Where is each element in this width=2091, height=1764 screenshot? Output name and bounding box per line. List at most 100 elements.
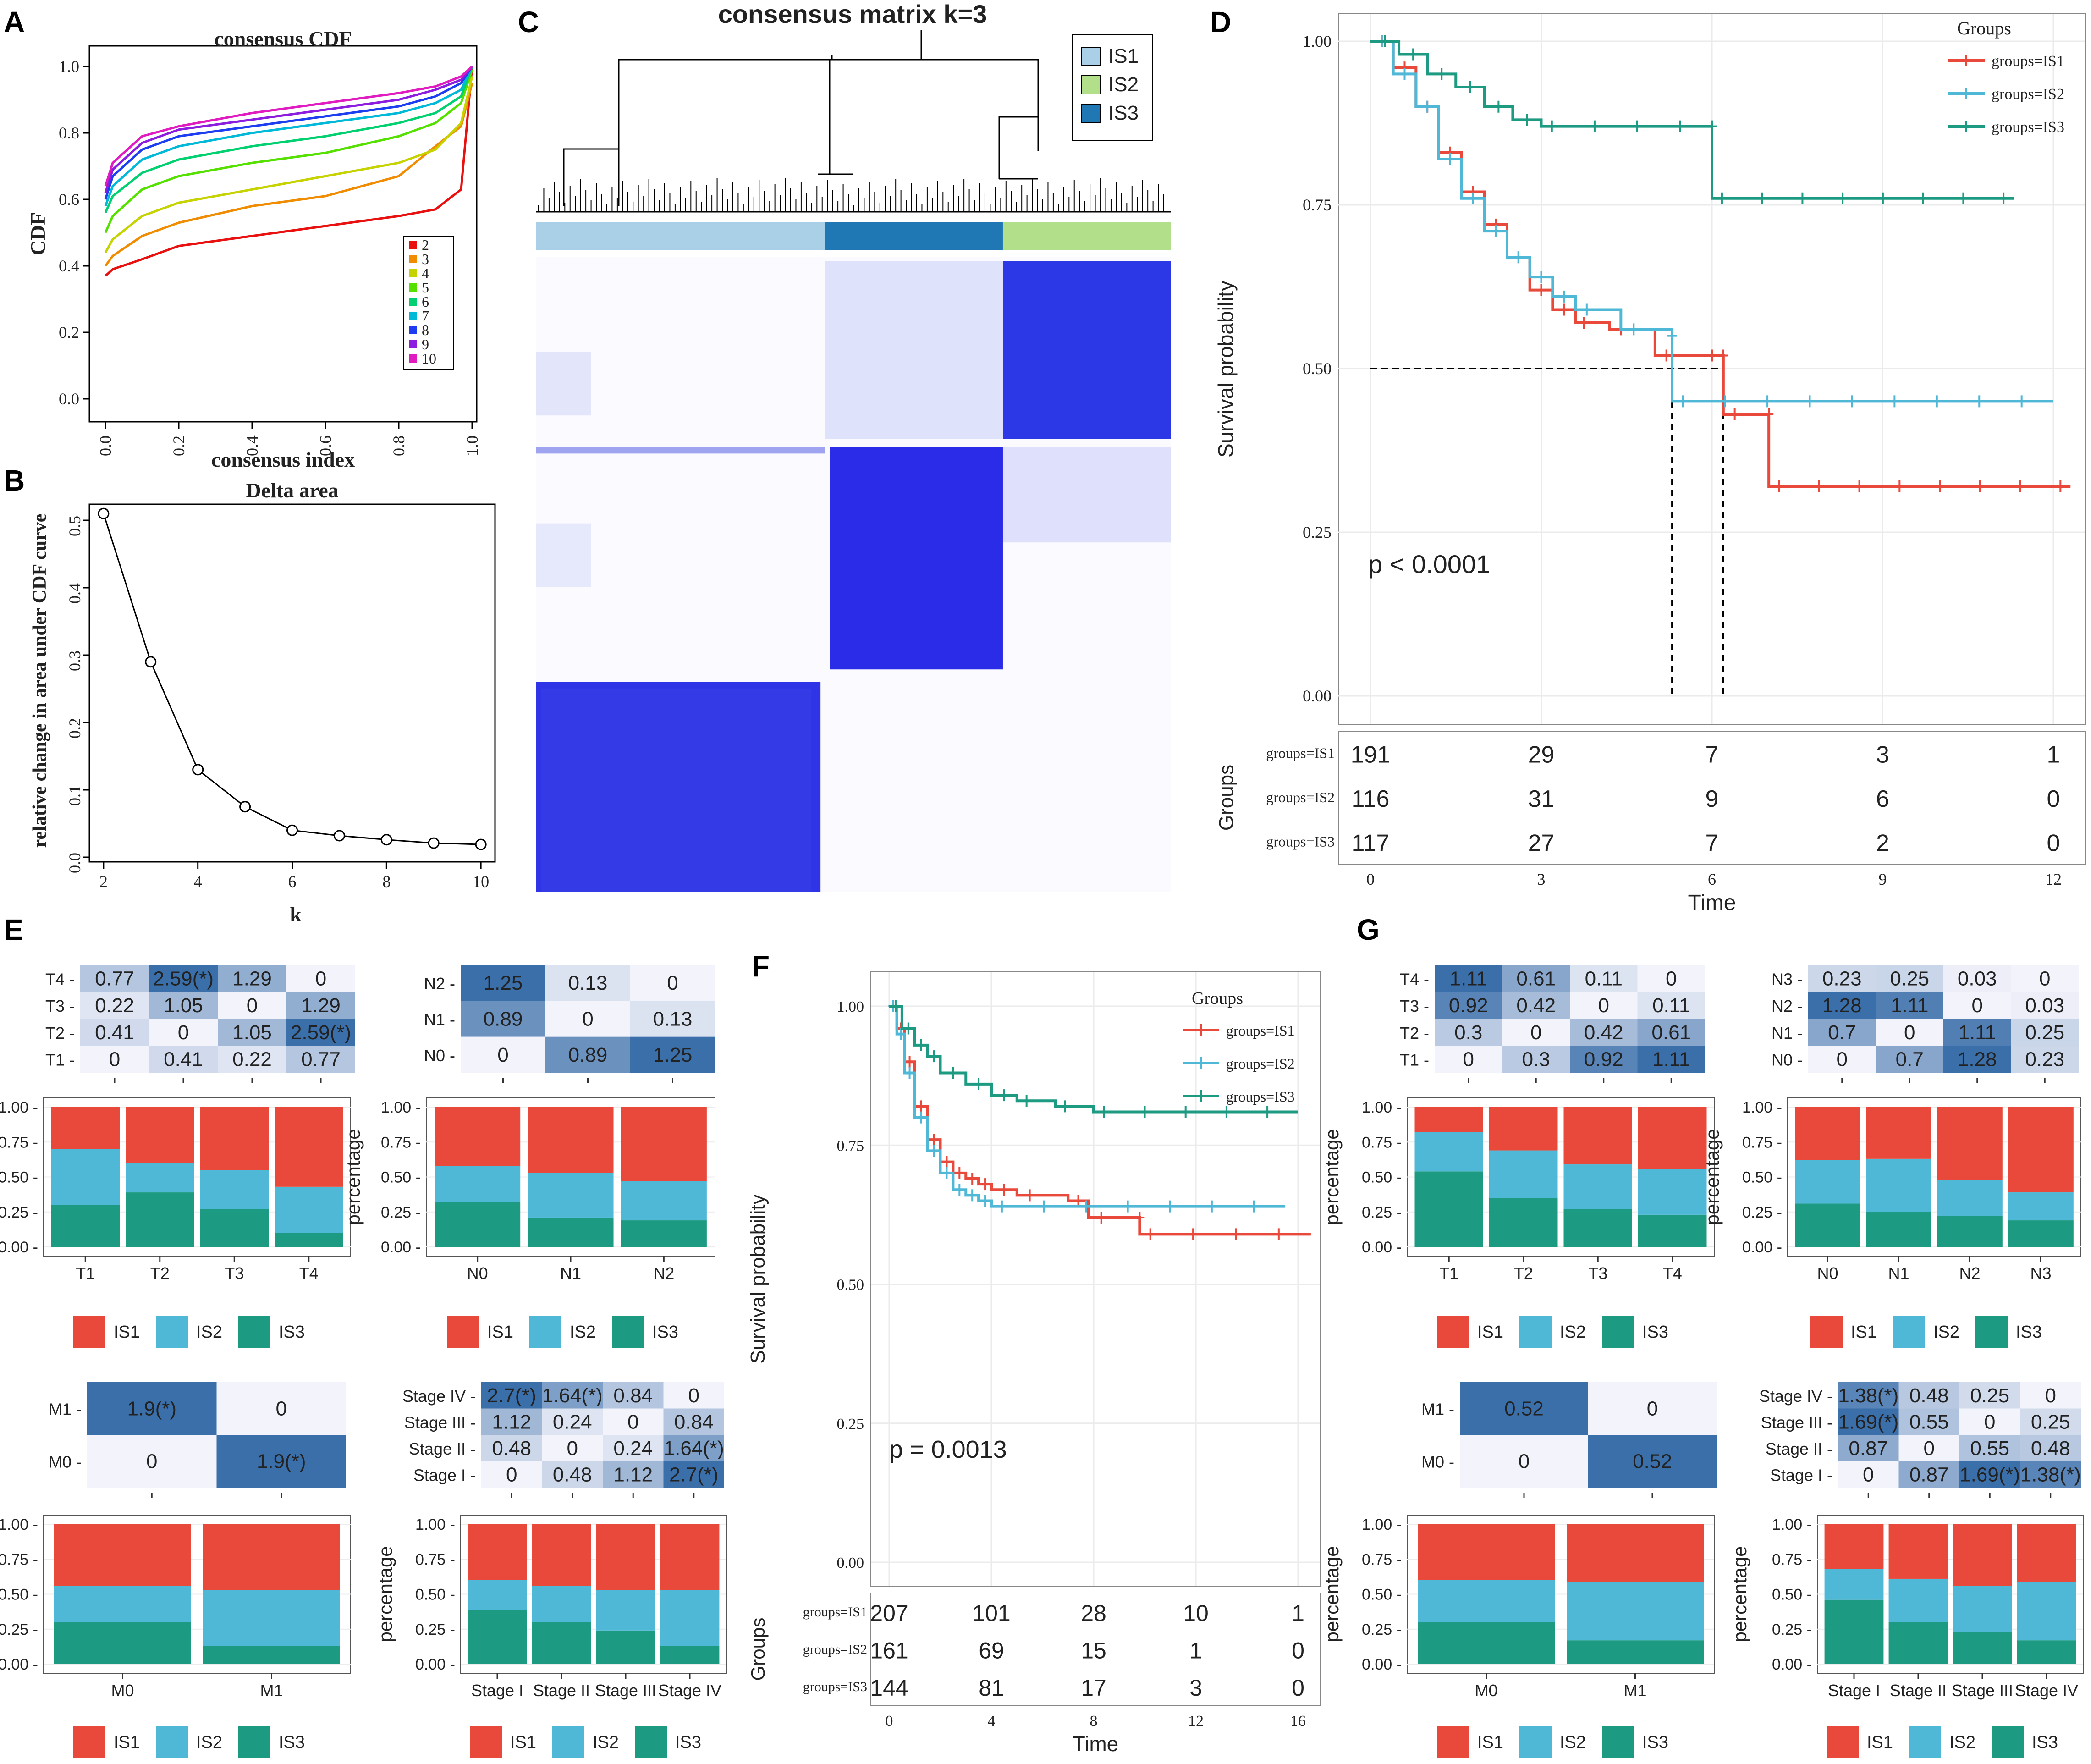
legend-swatch-IS3 xyxy=(1602,1726,1634,1758)
legend-label-IS2: IS2 xyxy=(1108,73,1139,96)
bar-segment-IS1 xyxy=(1567,1524,1704,1582)
bar-segment-IS3 xyxy=(1866,1212,1931,1247)
bar-segment-IS2 xyxy=(596,1590,655,1630)
risk-count: 3 xyxy=(1189,1675,1202,1701)
bar-x-tick-label: Stage II xyxy=(533,1681,590,1700)
bar-y-tick-label: 1.00 - xyxy=(0,1099,38,1116)
heatmap-cell-value: 0 xyxy=(1863,1463,1874,1486)
bar-y-tick-label: 0.00 - xyxy=(381,1239,421,1256)
legend-label-10: 10 xyxy=(422,350,436,367)
bar-y-axis-label: percentage xyxy=(374,1546,396,1642)
figure: A B C D E F G consensus CDFconsensus ind… xyxy=(0,0,2091,1764)
heatmap-row-label: T2 - xyxy=(1400,1024,1429,1042)
x-tick-label: 0.8 xyxy=(390,435,408,456)
legend-swatch-IS1 xyxy=(470,1726,502,1758)
y-tick-label: 0.1 xyxy=(66,785,84,806)
panel-label-a: A xyxy=(4,6,25,39)
bar-segment-IS3 xyxy=(468,1610,527,1664)
bar-x-tick-label: N0 xyxy=(467,1264,488,1283)
legend-label-IS1: IS1 xyxy=(114,1733,140,1752)
block-edge xyxy=(536,447,825,454)
risk-count: 69 xyxy=(979,1638,1004,1664)
bar-y-tick-label: 1.00 - xyxy=(0,1516,38,1533)
bar-segment-IS1 xyxy=(1866,1107,1931,1159)
heatmap-cell-value: 1.25 xyxy=(653,1044,693,1066)
bar-segment-IS3 xyxy=(1953,1632,2012,1664)
heatmap-cell-value: 1.11 xyxy=(1891,994,1928,1017)
bar-segment-IS3 xyxy=(1889,1622,1948,1665)
heatmap-cell-value: 0.61 xyxy=(1651,1021,1691,1044)
heatmap-cell-value: 1.69(*) xyxy=(1959,1463,2020,1486)
legend-swatch-IS2 xyxy=(1519,1726,1552,1758)
panel-label-d: D xyxy=(1210,6,1231,39)
y-tick-label: 0.3 xyxy=(66,650,84,671)
heatmap-cell-value: 0.48 xyxy=(1909,1384,1949,1407)
block-is3 xyxy=(830,447,1003,670)
y-axis-label: relative change in area under CDF curve xyxy=(29,514,50,848)
risk-count: 27 xyxy=(1528,830,1555,857)
bar-y-tick-label: 0.00 - xyxy=(1362,1239,1402,1256)
bar-segment-IS1 xyxy=(2017,1524,2076,1582)
heatmap-cell-value: 0.25 xyxy=(2025,1021,2064,1044)
legend-swatch-IS2 xyxy=(1519,1316,1552,1348)
risk-row-label: groups=IS1 xyxy=(1266,744,1335,761)
x-axis-label: Time xyxy=(1073,1732,1119,1756)
consensus-matrix-heatmap: consensus matrix k=3IS1IS2IS3 xyxy=(536,0,1171,892)
heatmap-cell-value: 0.11 xyxy=(1652,994,1690,1017)
bar-segment-IS1 xyxy=(275,1107,343,1187)
bar-y-axis-label: percentage xyxy=(1321,1129,1343,1225)
bar-x-tick-label: T2 xyxy=(150,1264,170,1283)
chart-title: consensus matrix k=3 xyxy=(718,0,987,28)
bar-segment-IS1 xyxy=(126,1107,194,1163)
y-tick-label: 0.25 xyxy=(1303,523,1332,541)
delta-line xyxy=(104,513,481,844)
legend-label-IS1: IS1 xyxy=(1477,1323,1503,1342)
bar-y-tick-label: 1.00 - xyxy=(1772,1516,1812,1533)
legend-label-groups=IS1: groups=IS1 xyxy=(1226,1022,1295,1039)
heatmap-cell-value: 0.03 xyxy=(2025,994,2064,1017)
heatmap-cell-value: 0.92 xyxy=(1449,994,1488,1017)
x-tick-label: 12 xyxy=(2045,870,2062,888)
heatmap-cell-value: 0.42 xyxy=(1584,1021,1623,1044)
legend-label-IS3: IS3 xyxy=(675,1733,701,1752)
bar-segment-IS2 xyxy=(2017,1582,2076,1640)
bar-y-tick-label: 0.50 - xyxy=(0,1169,38,1186)
x-tick-label: 1.0 xyxy=(463,435,481,456)
bar-segment-IS3 xyxy=(435,1202,520,1247)
heatmap-cell-value: 0 xyxy=(1666,967,1677,990)
legend-swatch-10 xyxy=(409,354,417,363)
bar-segment-IS2 xyxy=(54,1586,191,1622)
heatmap-cell-value: 0.22 xyxy=(232,1048,272,1071)
bar-segment-IS3 xyxy=(1567,1640,1704,1664)
block-faint xyxy=(536,352,591,416)
bar-y-tick-label: 0.25 - xyxy=(0,1621,38,1638)
heatmap-cell-value: 0 xyxy=(247,994,258,1017)
risk-count: 144 xyxy=(870,1675,908,1701)
legend-swatch-IS3 xyxy=(1992,1726,2024,1758)
delta-area-chart: Delta areakrelative change in area under… xyxy=(29,479,495,926)
bar-y-tick-label: 1.00 - xyxy=(1362,1516,1402,1533)
heatmap-cell-value: 1.9(*) xyxy=(257,1450,306,1473)
bar-x-tick-label: M0 xyxy=(1475,1681,1497,1700)
legend-swatch-IS2 xyxy=(529,1316,561,1348)
risk-count: 1 xyxy=(1189,1638,1202,1664)
bar-y-tick-label: 0.50 - xyxy=(0,1586,38,1604)
bar-y-tick-label: 0.00 - xyxy=(1742,1239,1782,1256)
heatmap-cell-value: 0 xyxy=(276,1398,287,1420)
legend-title: Groups xyxy=(1192,989,1243,1008)
legend-swatch-6 xyxy=(409,298,417,306)
heatmap-cell-value: 1.05 xyxy=(164,994,203,1017)
x-tick-label: 0 xyxy=(1366,870,1375,888)
heatmap-row-label: Stage II - xyxy=(1766,1439,1832,1458)
legend-label-IS3: IS3 xyxy=(652,1323,678,1342)
plot-frame xyxy=(89,504,495,862)
legend-swatch-IS3 xyxy=(1975,1316,2008,1348)
bar-segment-IS1 xyxy=(596,1524,655,1590)
risk-count: 116 xyxy=(1352,786,1390,812)
heatmap-row-label: M1 - xyxy=(49,1400,82,1419)
risk-count: 9 xyxy=(1706,786,1719,812)
bar-y-tick-label: 1.00 - xyxy=(381,1099,421,1116)
x-tick-label: 0.0 xyxy=(96,435,115,456)
heatmap-cell-value: 0.61 xyxy=(1516,967,1556,990)
y-tick-label: 1.00 xyxy=(1303,32,1332,50)
